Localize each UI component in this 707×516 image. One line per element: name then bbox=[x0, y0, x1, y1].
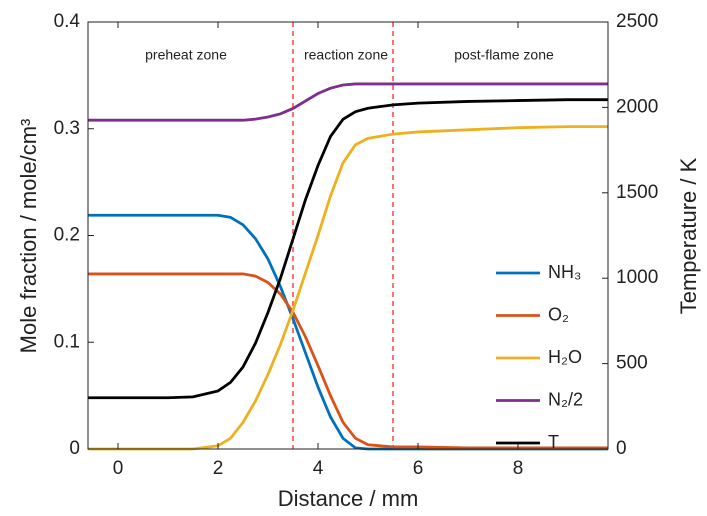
x-tick-label: 4 bbox=[313, 458, 324, 479]
zone-label: preheat zone bbox=[145, 47, 227, 63]
series-line bbox=[88, 82, 608, 122]
x-tick-label: 0 bbox=[113, 458, 124, 479]
y2-tick-label: 2500 bbox=[616, 11, 658, 32]
y-tick-label: 0 bbox=[69, 438, 80, 459]
x-tick-label: 8 bbox=[513, 458, 524, 479]
x-tick-label: 6 bbox=[413, 458, 424, 479]
x-tick-label: 2 bbox=[213, 458, 224, 479]
y2-axis-label: Temperature / K bbox=[676, 157, 701, 314]
y2-tick-label: 0 bbox=[616, 438, 627, 459]
legend-label: H₂O bbox=[548, 347, 582, 367]
legend-label: N₂/2 bbox=[548, 389, 583, 409]
plot-frame bbox=[87, 21, 609, 450]
series-line bbox=[88, 213, 608, 451]
zone-label: post-flame zone bbox=[454, 47, 554, 63]
series-line bbox=[88, 98, 608, 400]
y-tick-label: 0.3 bbox=[54, 118, 80, 139]
y-tick-label: 0.1 bbox=[54, 331, 80, 352]
series-line bbox=[88, 272, 608, 450]
y2-tick-label: 1000 bbox=[616, 267, 658, 288]
legend-label: T bbox=[548, 432, 559, 452]
zone-label: reaction zone bbox=[304, 47, 388, 63]
y2-tick-label: 1500 bbox=[616, 182, 658, 203]
y2-tick-label: 500 bbox=[616, 353, 648, 374]
y-tick-label: 0.2 bbox=[54, 225, 80, 246]
y2-tick-label: 2000 bbox=[616, 96, 658, 117]
legend-label: O₂ bbox=[548, 304, 569, 324]
legend-label: NH₃ bbox=[548, 262, 581, 282]
x-axis-label: Distance / mm bbox=[278, 486, 419, 511]
y-axis-label: Mole fraction / mole/cm³ bbox=[16, 119, 41, 354]
y-tick-label: 0.4 bbox=[54, 11, 81, 32]
